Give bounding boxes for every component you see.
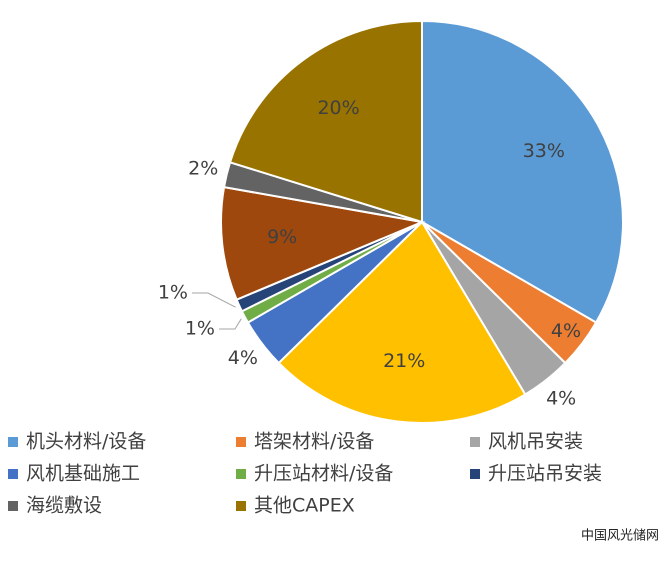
legend-swatch xyxy=(8,469,18,479)
data-label: 1% xyxy=(185,318,215,340)
pie-slice xyxy=(228,19,423,224)
legend-swatch xyxy=(470,469,480,479)
legend-swatch xyxy=(8,501,18,511)
data-label: 4% xyxy=(228,347,258,369)
data-label: 21% xyxy=(383,350,425,372)
legend-label: 海缆敷设 xyxy=(26,495,102,517)
data-label: 20% xyxy=(317,97,359,119)
legend-swatch xyxy=(236,469,246,479)
legend-label: 塔架材料/设备 xyxy=(254,431,374,453)
leader-line xyxy=(192,292,236,308)
legend-label: 风机吊安装 xyxy=(488,431,583,453)
legend-swatch xyxy=(236,501,246,511)
pie-slice xyxy=(421,19,624,324)
data-label: 33% xyxy=(523,140,565,162)
data-label: 1% xyxy=(158,282,188,304)
data-label: 2% xyxy=(188,157,218,179)
pie-slice xyxy=(220,185,426,301)
leader-line xyxy=(219,318,242,330)
data-label: 4% xyxy=(546,387,576,409)
data-label: 9% xyxy=(267,226,297,248)
legend-label: 风机基础施工 xyxy=(26,463,140,485)
legend-label: 升压站材料/设备 xyxy=(254,463,393,485)
data-label: 4% xyxy=(551,320,581,342)
pie-slice xyxy=(277,220,527,424)
legend-swatch xyxy=(236,437,246,447)
legend-swatch xyxy=(470,437,480,447)
legend-label: 机头材料/设备 xyxy=(26,431,146,453)
legend-label: 其他CAPEX xyxy=(254,495,355,517)
legend-label: 升压站吊安装 xyxy=(488,463,602,485)
legend-swatch xyxy=(8,437,18,447)
watermark: 中国风光储网 xyxy=(581,529,659,544)
